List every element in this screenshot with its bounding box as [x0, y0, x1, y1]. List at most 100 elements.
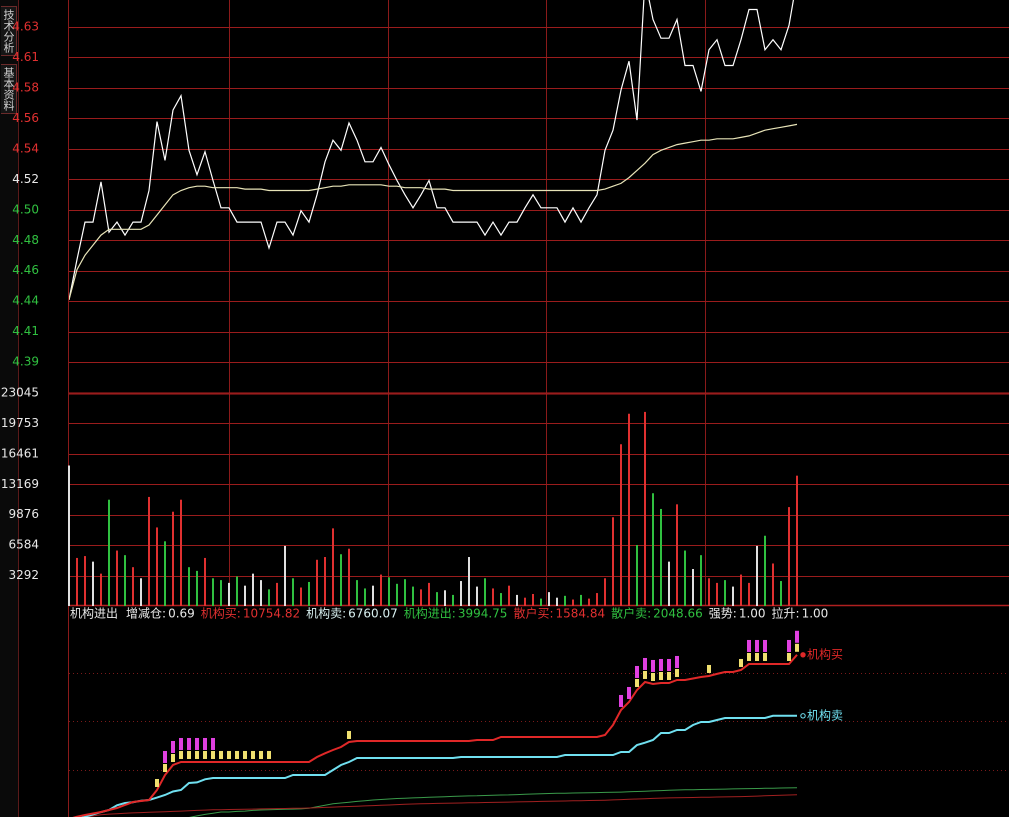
y-tick-label: 3292: [8, 568, 39, 582]
indicator-readout: 散户买:: [513, 606, 553, 621]
volume-bar: [492, 588, 494, 606]
volume-bar: [108, 499, 110, 606]
sidebar-tab[interactable]: 基本资料: [1, 64, 17, 114]
sidebar: 技术分析 基本资料: [0, 0, 19, 817]
volume-bar: [204, 557, 206, 606]
volume-bar: [476, 586, 478, 606]
y-tick-label: 9876: [8, 507, 39, 521]
volume-bar: [212, 578, 214, 606]
y-tick-label: 4.41: [12, 324, 39, 338]
y-tick-label: 19753: [1, 416, 39, 430]
volume-bar: [404, 579, 406, 606]
signal-strong: [259, 750, 263, 759]
volume-bar: [228, 582, 230, 606]
y-tick-label: 6584: [8, 538, 39, 552]
signal-strong: [251, 750, 255, 759]
indicator-readout: 强势:: [709, 607, 737, 621]
signal-lift: [163, 750, 167, 763]
volume-bar: [76, 557, 78, 606]
volume-bar: [412, 586, 414, 606]
signal-lift: [211, 737, 215, 750]
indicator-line: [82, 794, 798, 817]
signal-lift: [755, 639, 759, 652]
volume-bar: [140, 578, 142, 606]
volume-bar: [548, 592, 550, 606]
signal-strong: [763, 652, 767, 661]
volume-bar: [556, 597, 558, 606]
indicator-readout: 3994.75: [458, 607, 508, 621]
volume-bar: [420, 589, 422, 606]
volume-bar: [372, 585, 374, 606]
signal-lift: [179, 737, 183, 750]
volume-bar: [172, 511, 174, 606]
volume-bar: [68, 465, 70, 606]
volume-bar: [740, 574, 742, 606]
signal-lift: [187, 737, 191, 750]
volume-bar: [428, 582, 430, 606]
volume-bar: [452, 594, 454, 606]
signal-lift: [195, 737, 199, 750]
indicator-readout: 机构买:: [201, 606, 241, 621]
indicator-readout: 拉升:: [772, 606, 800, 621]
signal-strong: [795, 643, 799, 652]
volume-bar: [356, 580, 358, 606]
volume-bar: [692, 569, 694, 606]
volume-bar: [92, 561, 94, 606]
volume-bar: [780, 581, 782, 606]
volume-bar: [164, 541, 166, 606]
volume-bar: [724, 580, 726, 606]
volume-bar: [796, 475, 798, 606]
indicator-line: [72, 654, 798, 817]
volume-bar: [316, 559, 318, 606]
series-label: 机构卖: [807, 707, 843, 722]
volume-bar: [644, 411, 646, 606]
y-tick-label: 16461: [1, 446, 39, 460]
volume-bar: [180, 499, 182, 606]
volume-bar: [340, 554, 342, 606]
indicator-readout: 机构进出:: [404, 606, 456, 621]
indicator-readout: 散户卖:: [611, 606, 651, 621]
volume-bar: [364, 588, 366, 606]
signal-lift: [659, 658, 663, 671]
volume-bar: [124, 555, 126, 606]
volume-bar: [84, 556, 86, 606]
signal-strong: [755, 652, 759, 661]
signal-strong: [675, 668, 679, 677]
indicator-readout: 0.69: [168, 607, 195, 621]
volume-bar: [300, 587, 302, 606]
y-tick-label: 13169: [1, 477, 39, 491]
y-tick-label: 4.44: [12, 294, 39, 308]
signal-lift: [619, 694, 623, 707]
indicator-line: [80, 714, 797, 817]
sidebar-tab[interactable]: 技术分析: [1, 6, 17, 56]
signal-lift: [203, 737, 207, 750]
volume-bar: [396, 583, 398, 606]
volume-bar: [708, 578, 710, 606]
signal-lift: [651, 659, 655, 672]
volume-bar: [508, 585, 510, 606]
indicator-readout: 增减仓:: [126, 607, 166, 621]
volume-bar: [268, 589, 270, 606]
volume-bar: [132, 567, 134, 606]
signal-lift: [747, 639, 751, 652]
signal-lift: [675, 655, 679, 668]
signal-strong: [155, 778, 159, 787]
volume-bar: [468, 557, 470, 606]
y-tick-label: 4.48: [12, 233, 39, 247]
signal-strong: [227, 750, 231, 759]
indicator-line: [188, 787, 798, 817]
signal-lift: [627, 686, 631, 699]
signal-lift: [795, 630, 799, 643]
y-tick-label: 4.61: [12, 50, 39, 64]
volume-bar: [196, 570, 198, 606]
end-marker: [800, 652, 806, 658]
signal-strong: [651, 672, 655, 681]
volume-bar: [156, 527, 158, 606]
indicator-readout: 2048.66: [653, 607, 703, 621]
signal-lift: [667, 658, 671, 671]
volume-bar: [732, 586, 734, 606]
signal-strong: [643, 670, 647, 679]
volume-bar: [660, 508, 662, 606]
